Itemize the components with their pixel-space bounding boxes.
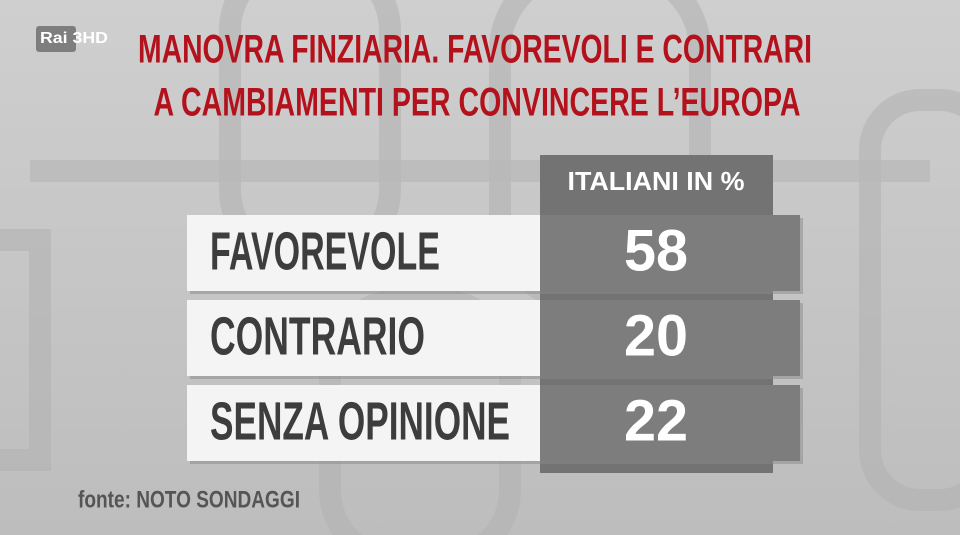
row-value: 58 (624, 218, 688, 283)
row-label: SENZA OPINIONE (210, 391, 510, 451)
row-value: 20 (624, 303, 688, 368)
row-label-cell (187, 300, 540, 376)
row-value-cell (540, 300, 800, 376)
rows: FAVOREVOLE 58 CONTRARIO 20 SENZA OPINIONE 22 (187, 215, 803, 464)
channel-logo: Rai 3HD (40, 30, 108, 47)
source: fonte: NOTO SONDAGGI (78, 486, 300, 513)
title-line: MANOVRA FINZIARIA. FAVOREVOLI E CONTRARI (138, 28, 812, 72)
row-label: FAVOREVOLE (210, 221, 440, 281)
logo-box (36, 26, 76, 52)
row-value-cell (540, 215, 800, 291)
title-line: A CAMBIAMENTI PER CONVINCERE L’EUROPA (154, 81, 801, 125)
row-value: 22 (624, 388, 688, 453)
row-label: CONTRARIO (210, 306, 425, 366)
background-band (30, 160, 930, 182)
row-value-cell (540, 385, 800, 461)
row-label-cell (187, 215, 540, 291)
row-label-cell (187, 385, 540, 461)
column-header: ITALIANI IN % (568, 166, 745, 196)
